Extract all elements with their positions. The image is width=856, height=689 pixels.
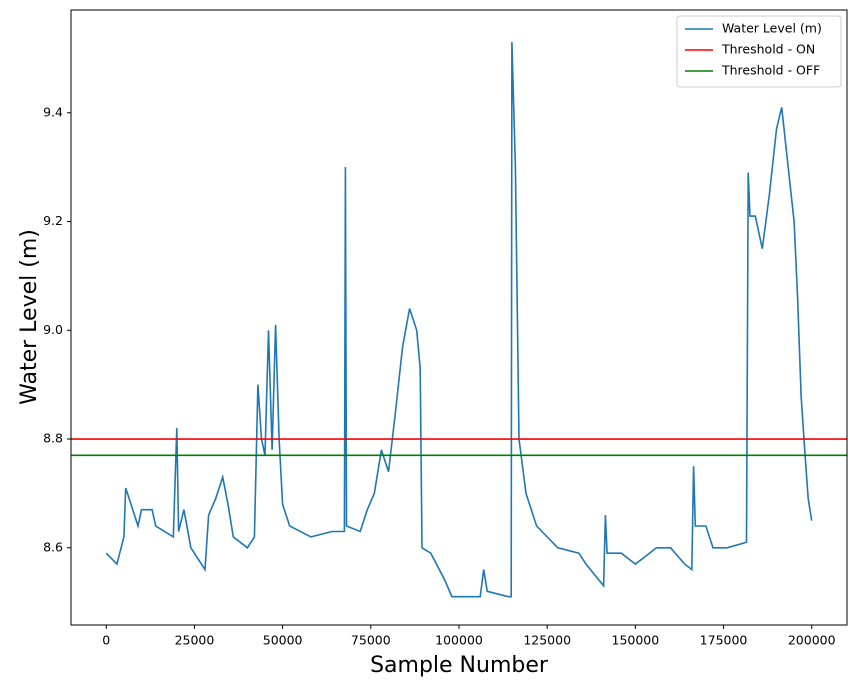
x-axis-label: Sample Number [370,653,549,678]
legend-box [676,15,842,88]
x-tick-label: 0 [102,633,110,648]
data-line [105,42,813,598]
legend-label: Threshold - OFF [721,63,820,78]
x-tick-label: 75000 [351,633,391,648]
x-tick-label: 100000 [435,633,483,648]
x-tick-label: 50000 [263,633,303,648]
y-tick-label: 8.6 [43,539,63,554]
y-axis-label: Water Level (m) [17,229,42,405]
x-tick-label: 25000 [175,633,215,648]
legend-label: Threshold - ON [721,42,815,57]
legend-label: Water Level (m) [722,21,822,36]
x-tick-label: 200000 [788,633,836,648]
x-tick-label: 125000 [523,633,571,648]
y-tick-label: 9.2 [43,213,63,228]
x-tick-label: 150000 [612,633,660,648]
y-tick-label: 9.0 [43,322,63,337]
y-tick-label: 9.4 [43,104,63,119]
plot-frame [70,9,848,626]
y-tick-label: 8.8 [43,431,63,446]
x-tick-label: 175000 [700,633,748,648]
